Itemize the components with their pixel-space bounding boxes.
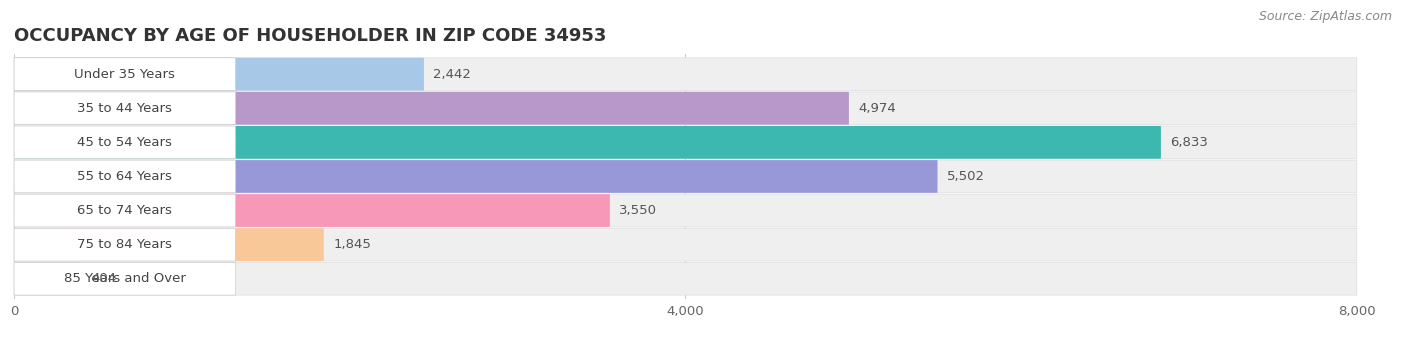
FancyBboxPatch shape: [14, 262, 82, 295]
Text: 75 to 84 Years: 75 to 84 Years: [77, 238, 173, 251]
Text: 35 to 44 Years: 35 to 44 Years: [77, 102, 173, 115]
FancyBboxPatch shape: [14, 92, 236, 125]
FancyBboxPatch shape: [14, 228, 1357, 261]
FancyBboxPatch shape: [14, 262, 236, 295]
FancyBboxPatch shape: [14, 58, 425, 90]
Text: 3,550: 3,550: [619, 204, 657, 217]
FancyBboxPatch shape: [14, 262, 1357, 295]
FancyBboxPatch shape: [14, 58, 1357, 90]
FancyBboxPatch shape: [14, 194, 236, 227]
FancyBboxPatch shape: [14, 92, 849, 125]
Text: 45 to 54 Years: 45 to 54 Years: [77, 136, 173, 149]
FancyBboxPatch shape: [14, 160, 1357, 193]
FancyBboxPatch shape: [14, 194, 1357, 227]
FancyBboxPatch shape: [14, 194, 610, 227]
Text: 65 to 74 Years: 65 to 74 Years: [77, 204, 173, 217]
FancyBboxPatch shape: [14, 58, 236, 90]
Text: 1,845: 1,845: [333, 238, 371, 251]
FancyBboxPatch shape: [14, 126, 236, 159]
Text: Under 35 Years: Under 35 Years: [75, 68, 176, 81]
FancyBboxPatch shape: [14, 92, 1357, 125]
FancyBboxPatch shape: [14, 126, 1161, 159]
FancyBboxPatch shape: [14, 160, 236, 193]
Text: 6,833: 6,833: [1170, 136, 1208, 149]
FancyBboxPatch shape: [14, 126, 1357, 159]
Text: 404: 404: [91, 272, 117, 285]
Text: Source: ZipAtlas.com: Source: ZipAtlas.com: [1258, 10, 1392, 23]
Text: 5,502: 5,502: [946, 170, 986, 183]
Text: OCCUPANCY BY AGE OF HOUSEHOLDER IN ZIP CODE 34953: OCCUPANCY BY AGE OF HOUSEHOLDER IN ZIP C…: [14, 27, 606, 45]
Text: 85 Years and Over: 85 Years and Over: [63, 272, 186, 285]
FancyBboxPatch shape: [14, 228, 323, 261]
FancyBboxPatch shape: [14, 228, 236, 261]
Text: 2,442: 2,442: [433, 68, 471, 81]
Text: 55 to 64 Years: 55 to 64 Years: [77, 170, 173, 183]
FancyBboxPatch shape: [14, 160, 938, 193]
Text: 4,974: 4,974: [858, 102, 896, 115]
